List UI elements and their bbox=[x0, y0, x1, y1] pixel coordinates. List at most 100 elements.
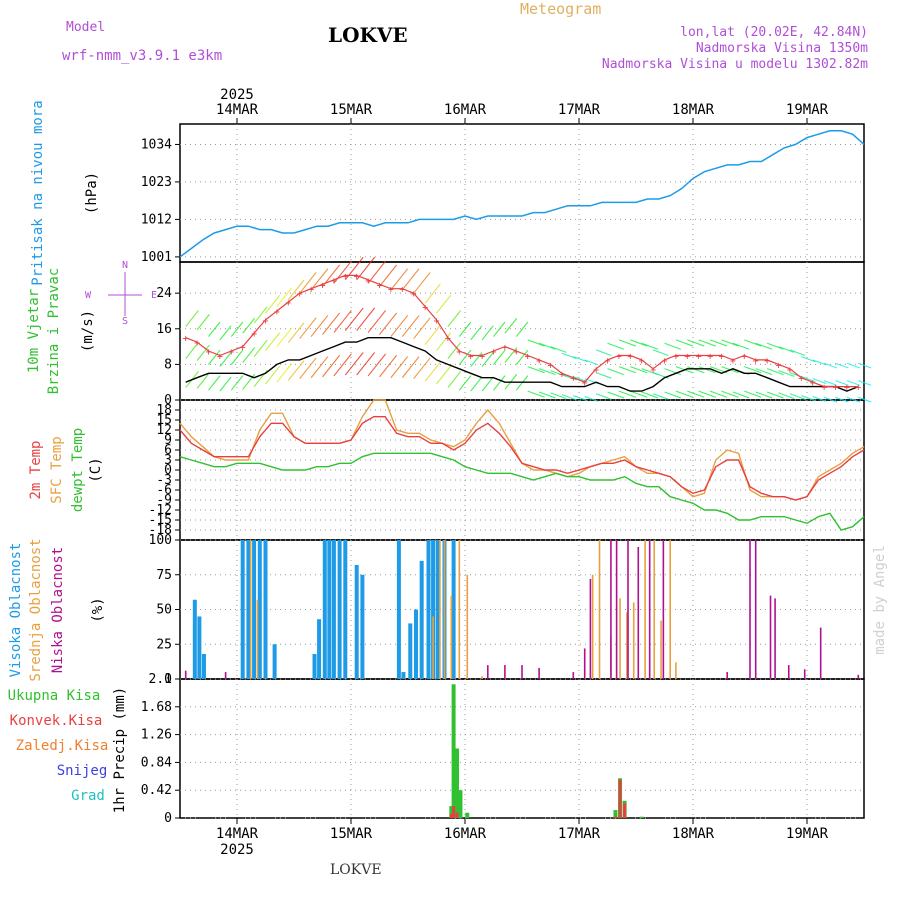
cloud-high-bar bbox=[327, 540, 332, 679]
wind-arrow bbox=[299, 272, 317, 294]
pressure-tick: 1034 bbox=[141, 137, 172, 152]
wind-gust-marker: + bbox=[251, 329, 257, 340]
wind-tick: 0 bbox=[164, 393, 172, 408]
cloud-high-bar bbox=[426, 540, 431, 679]
wind-arrow bbox=[607, 391, 625, 399]
wind-arrow bbox=[550, 392, 567, 400]
precip-legend-item: Ukupna Kisa bbox=[8, 688, 101, 704]
wind-arrow bbox=[287, 322, 305, 343]
wind-arrow bbox=[835, 362, 849, 369]
wind-arrow bbox=[344, 352, 364, 376]
sfc-temp-line bbox=[179, 399, 865, 501]
wind-gust-marker: + bbox=[684, 351, 690, 362]
wind-arrow bbox=[367, 260, 387, 284]
wind-arrow bbox=[447, 310, 462, 327]
temperature-tick: 12 bbox=[156, 423, 172, 438]
precip-tick: 0.42 bbox=[141, 783, 172, 798]
precip-tick: 2.1 bbox=[149, 672, 172, 687]
wind-arrow bbox=[322, 312, 341, 335]
wind-gust-marker: + bbox=[604, 356, 610, 367]
cloud-high-bar bbox=[451, 540, 456, 679]
wind-arrow bbox=[196, 344, 210, 361]
precip-convective-bar bbox=[449, 814, 453, 818]
pressure-line bbox=[179, 130, 865, 258]
panel-frame-pressure bbox=[179, 123, 865, 263]
panel-frame-wind bbox=[179, 261, 865, 401]
wind-arrow bbox=[424, 283, 441, 304]
wind-arrow bbox=[664, 342, 682, 350]
precip-tick: 0.84 bbox=[141, 755, 172, 770]
wind-arrow bbox=[652, 393, 669, 400]
wind-arrow bbox=[846, 396, 861, 403]
wind-gust-marker: + bbox=[639, 356, 645, 367]
precip-legend-item: Konvek.Kisa bbox=[10, 713, 103, 729]
wind-gust-marker: + bbox=[673, 351, 679, 362]
wind-arrow bbox=[436, 365, 452, 385]
wind-arrow bbox=[550, 346, 567, 353]
wind-arrow bbox=[390, 315, 409, 337]
wind-gust-marker: + bbox=[331, 276, 337, 287]
time-tick-bottom: 18MAR bbox=[672, 826, 715, 842]
cloud-tick: 50 bbox=[156, 603, 172, 618]
wind-arrow bbox=[253, 306, 268, 324]
wind-gust-marker: + bbox=[354, 271, 360, 282]
wind-gust-marker: + bbox=[502, 343, 508, 354]
wind-arrow bbox=[527, 366, 545, 374]
wind-gust-marker: + bbox=[730, 356, 736, 367]
wind-arrow bbox=[709, 339, 728, 347]
wind-arrow bbox=[687, 339, 705, 347]
time-tick-bottom: 16MAR bbox=[444, 826, 487, 842]
wind-arrow bbox=[367, 353, 387, 377]
wind-arrow bbox=[401, 315, 420, 337]
wind-arrow bbox=[493, 375, 506, 391]
wind-arrow bbox=[812, 395, 827, 402]
temperature-tick: -6 bbox=[156, 483, 172, 498]
temperature-tick: -9 bbox=[156, 493, 172, 508]
temp-label-2m: 2m Temp bbox=[28, 440, 44, 499]
wind-arrow bbox=[344, 256, 364, 281]
wind-arrow bbox=[219, 325, 232, 341]
wind-arrow bbox=[458, 321, 472, 337]
wind-gust-marker: + bbox=[490, 347, 496, 358]
time-tick-bottom: 14MAR bbox=[216, 826, 259, 842]
cloud-label-mid: Srednja Oblacnost bbox=[28, 538, 44, 681]
wind-arrow bbox=[846, 362, 861, 369]
wind-arrow bbox=[515, 321, 529, 337]
model-altitude: Nadmorska Visina u modelu 1302.82m bbox=[601, 57, 868, 72]
wind-gust-marker: + bbox=[217, 351, 223, 362]
wind-gust-marker: + bbox=[205, 347, 211, 358]
wind-arrow bbox=[196, 314, 210, 331]
wind-arrow bbox=[230, 349, 244, 365]
wind-arrow bbox=[253, 339, 268, 357]
wind-arrow bbox=[744, 366, 762, 374]
wind-arrow bbox=[276, 287, 293, 307]
cloud-high-bar bbox=[263, 540, 268, 679]
wind-arrow bbox=[538, 391, 556, 399]
wind-arrow bbox=[208, 349, 221, 365]
watermark: made by Angel bbox=[872, 545, 888, 655]
wind-gust-marker: + bbox=[194, 338, 200, 349]
wind-gust-marker: + bbox=[513, 347, 519, 358]
wind-arrow bbox=[470, 376, 483, 392]
wind-arrow bbox=[835, 396, 849, 403]
station-altitude: Nadmorska Visina 1350m bbox=[695, 41, 868, 56]
precip-tick: 1.26 bbox=[141, 728, 172, 743]
wind-arrow bbox=[801, 376, 816, 383]
wind-arrow bbox=[413, 317, 431, 339]
wind-arrow bbox=[801, 395, 816, 402]
panel-frame-cloud bbox=[179, 539, 865, 680]
wind-gust-marker: + bbox=[479, 351, 485, 362]
wind-gust-marker: + bbox=[547, 360, 553, 371]
wind-arrow bbox=[481, 352, 494, 367]
compass-s: S bbox=[122, 316, 128, 327]
cloud-high-bar bbox=[360, 574, 365, 679]
wind-arrow bbox=[789, 349, 806, 356]
cloud-high-bar bbox=[408, 623, 413, 679]
wind-arrow bbox=[538, 368, 556, 376]
cloud-high-bar bbox=[337, 540, 342, 679]
precip-legend-item: Snijeg bbox=[57, 763, 108, 779]
cloud-high-bar bbox=[343, 540, 348, 679]
temperature-tick: 15 bbox=[156, 413, 172, 428]
wind-arrow bbox=[379, 264, 398, 287]
precip-total-bar bbox=[455, 748, 460, 818]
